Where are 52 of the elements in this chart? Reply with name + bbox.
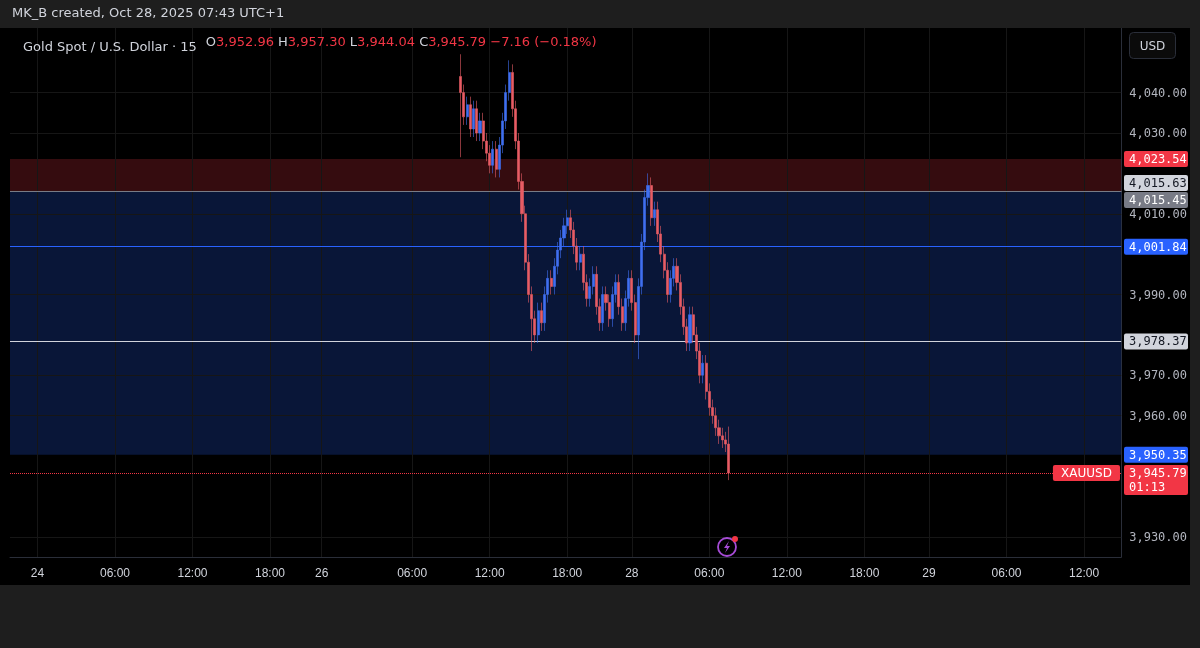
candlestick bbox=[466, 96, 469, 126]
y-tick-label: 3,970.00 bbox=[1129, 368, 1187, 383]
candlestick bbox=[478, 112, 482, 142]
ref-line-label: 3,945.79 01:13 bbox=[1129, 466, 1187, 495]
x-tick-label: 12:00 bbox=[474, 566, 506, 580]
x-tick-label: 28 bbox=[625, 566, 639, 580]
x-tick-label: 18:00 bbox=[849, 566, 880, 580]
candlestick bbox=[495, 140, 498, 178]
ref-line-label: 3,978.37 bbox=[1129, 334, 1187, 349]
text: Gold Spot / U.S. Dollar · 15 bbox=[23, 39, 197, 54]
candlestick bbox=[601, 286, 604, 332]
x-tick-label: 26 bbox=[315, 566, 329, 580]
y-tick-label: 3,930.00 bbox=[1129, 529, 1187, 544]
x-tick-label: 12:00 bbox=[1069, 566, 1100, 580]
band-label: 4,023.54 bbox=[1129, 152, 1187, 167]
x-tick-label: 29 bbox=[922, 566, 936, 580]
candlestick bbox=[650, 177, 653, 227]
ref-line-label: 4,001.84 bbox=[1129, 239, 1187, 254]
ref-line-label: 4,015.63 bbox=[1129, 175, 1187, 190]
candlestick bbox=[469, 96, 472, 138]
candlestick bbox=[491, 140, 494, 174]
x-tick-label: 06:00 bbox=[99, 566, 131, 580]
x-tick-label: 18:00 bbox=[552, 566, 583, 580]
y-tick-label: 4,040.00 bbox=[1129, 85, 1187, 100]
candlestick bbox=[537, 302, 540, 344]
x-tick-label: 06:00 bbox=[991, 566, 1022, 580]
x-tick-label: 12:00 bbox=[771, 566, 803, 580]
y-tick-label: 4,030.00 bbox=[1129, 125, 1187, 140]
candlestick bbox=[540, 302, 543, 332]
y-tick-label: 4,010.00 bbox=[1129, 206, 1187, 221]
candlestick bbox=[475, 100, 478, 142]
x-tick-label: 06:00 bbox=[397, 566, 428, 580]
y-tick-label: 3,990.00 bbox=[1129, 287, 1187, 302]
x-tick-label: 18:00 bbox=[255, 566, 286, 580]
candlestick bbox=[472, 100, 475, 138]
x-tick-label: 12:00 bbox=[177, 566, 208, 580]
candlestick bbox=[688, 306, 692, 352]
y-tick-label: 3,960.00 bbox=[1129, 408, 1187, 423]
x-tick-label: 24 bbox=[30, 566, 45, 580]
candlestick bbox=[701, 354, 704, 384]
candlestick bbox=[579, 245, 582, 271]
candlestick bbox=[727, 426, 730, 481]
band-label: 3,950.35 bbox=[1129, 447, 1187, 462]
ref-line-label: 4,015.45 bbox=[1129, 192, 1187, 207]
candlestick bbox=[653, 201, 656, 227]
candlestick bbox=[459, 53, 462, 158]
x-tick-label: 06:00 bbox=[694, 566, 725, 580]
text: MK_B created, Oct 28, 2025 07:43 UTC+1 bbox=[12, 5, 285, 20]
y-axis-title: USD bbox=[1139, 38, 1166, 53]
annotation: XAUUSD bbox=[1061, 466, 1112, 481]
text: O3,952.96 H3,957.30 L3,944.04 C3,945.79 −7.16 (−0.18%) bbox=[205, 34, 597, 49]
candlestick bbox=[550, 269, 553, 295]
